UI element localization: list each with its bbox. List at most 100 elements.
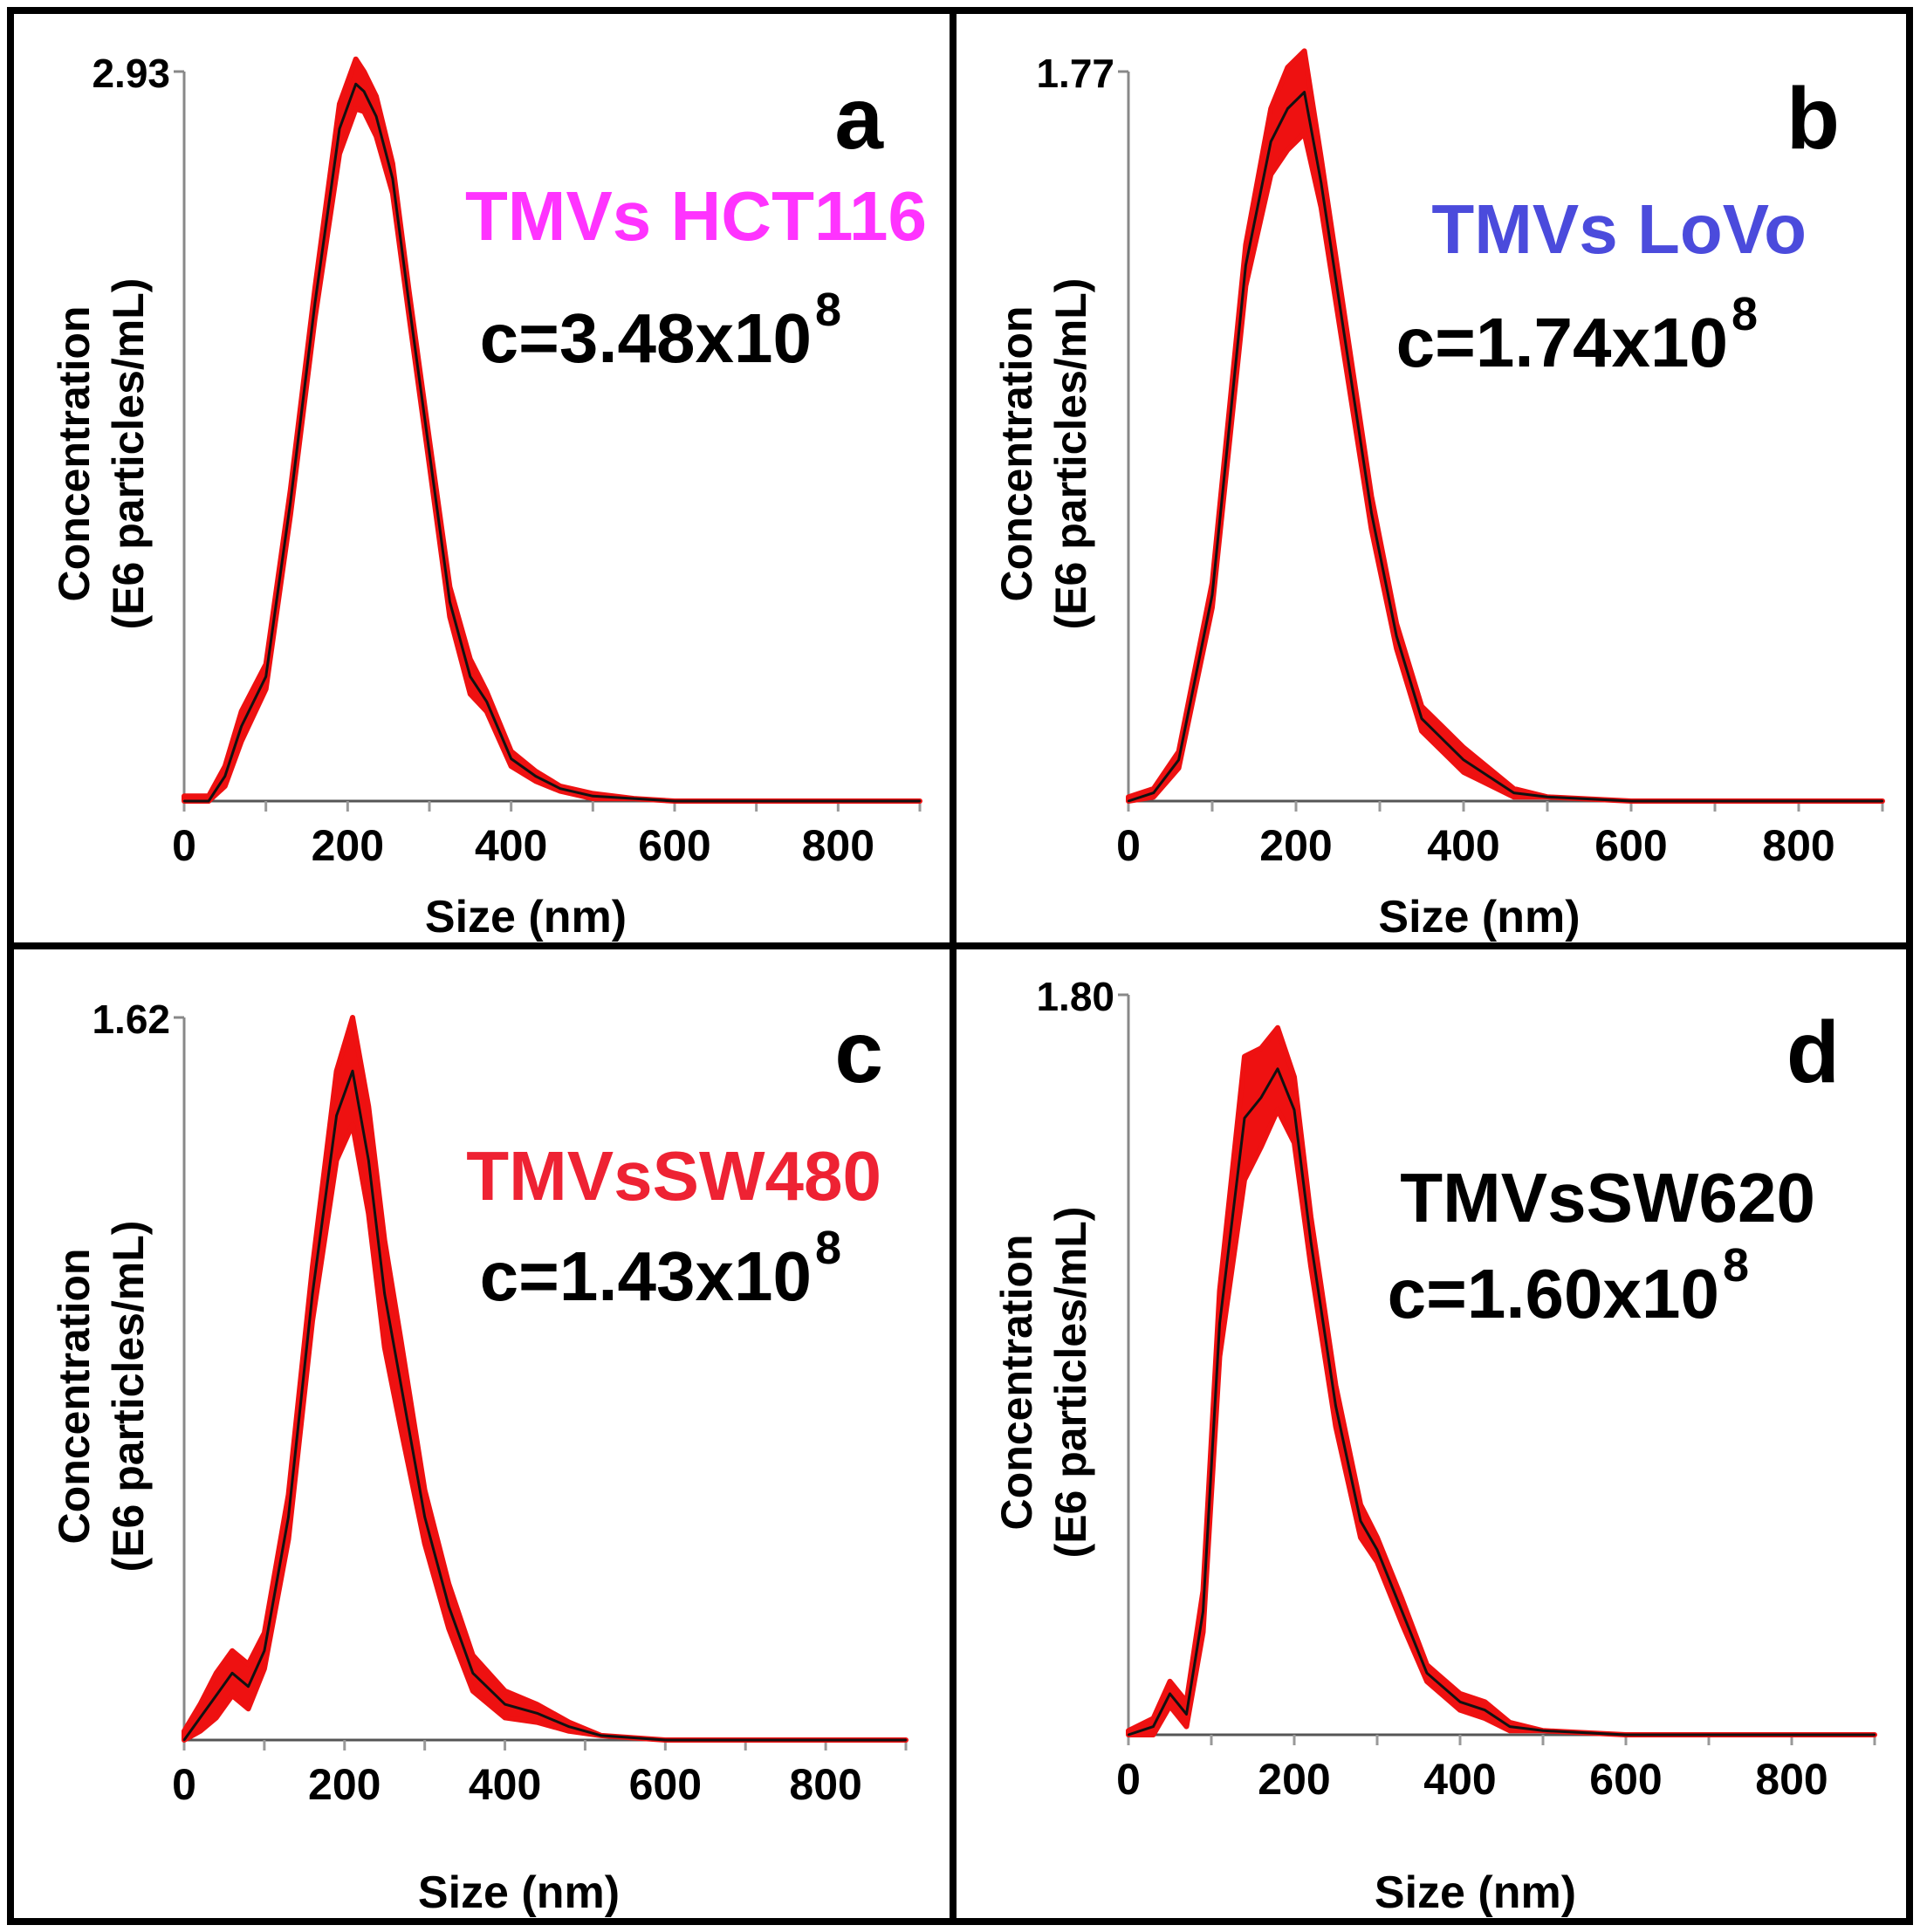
error-band [1126,1024,1877,1737]
data-point [313,302,317,305]
data-point [1345,346,1347,349]
x-tick-label: 400 [475,821,547,870]
data-point [918,799,922,803]
data-point [1127,799,1130,803]
panel-c: 0 200 400 600 800 1.62 Size (nm) Concentration(… [7,942,957,1925]
x-tick-label: 600 [1589,1755,1662,1804]
data-point [1370,511,1373,514]
data-point [600,1734,602,1737]
concentration-label: c=3.48x10 [480,299,812,377]
data-point [592,795,594,798]
x-tick-label: 600 [638,821,710,870]
data-point [1420,717,1423,720]
panel-letter: d [1786,1004,1840,1101]
data-point [1259,1096,1263,1100]
y-tick-label: 1.77 [1036,51,1114,96]
data-point [1508,1725,1512,1728]
concentration-label: c=1.43x10 [480,1237,812,1315]
data-point [215,1694,217,1697]
error-band [1126,48,1885,804]
data-point [1286,107,1289,110]
data-point [449,600,451,603]
y-tick-label: 2.93 [92,51,170,96]
data-point [428,451,431,454]
data-point [1512,791,1515,794]
data-point [1218,1322,1221,1326]
x-tick-label: 400 [1423,1755,1496,1804]
data-point [230,1672,234,1675]
data-point [207,799,210,803]
data-point [362,90,366,93]
x-tick-label: 400 [469,1760,541,1809]
mean-line [1128,91,1882,803]
data-point [1245,264,1247,267]
data-point [199,1716,202,1719]
concentration-exponent: 8 [1731,288,1758,340]
data-point [1624,1733,1628,1737]
sample-label: TMVsSW480 [466,1137,881,1215]
concentration-label: c=1.74x10 [1396,304,1728,381]
data-point [1152,1725,1155,1728]
data-point [351,1070,354,1072]
x-axis-label: Size (nm) [418,1867,620,1918]
data-point [1309,1240,1313,1243]
y-axis-label-line1: Concentration [50,1249,99,1545]
concentration-exponent: 8 [815,1222,841,1274]
data-point [510,757,512,760]
x-axis-label: Size (nm) [425,892,627,942]
data-point [633,797,635,800]
x-tick-label: 0 [1116,821,1141,870]
x-tick-label: 800 [1762,821,1834,870]
data-point [383,1292,386,1296]
data-point [448,1605,450,1607]
y-axis-label-line2: (E6 particles/mL) [104,1221,153,1572]
data-point [264,675,267,678]
data-point [1359,1519,1362,1523]
mean-line [1128,1067,1875,1737]
data-point [534,775,537,778]
data-point [1445,742,1449,745]
panel-letter: b [1786,70,1840,168]
data-point [1873,1733,1876,1737]
data-point [485,700,488,703]
data-point [1320,182,1323,184]
data-point [1202,1610,1204,1613]
data-point [263,1649,266,1653]
y-axis-label-line1: Concentration [992,1235,1041,1531]
data-point [1458,1701,1462,1703]
error-band [182,56,922,804]
mean-line [182,1069,906,1742]
sample-label: TMVs HCT116 [465,177,927,255]
data-point [469,675,471,678]
y-axis-label-line1: Concentration [992,306,1041,602]
data-point [1185,1713,1188,1716]
x-tick-label: 800 [1755,1755,1827,1804]
x-tick-label: 200 [312,821,384,870]
data-point [374,115,378,118]
data-point [1210,593,1214,596]
x-tick-label: 600 [1594,821,1667,870]
data-point [1487,775,1491,778]
data-point [1375,1548,1379,1552]
data-point [1243,1117,1246,1120]
data-point [1395,634,1398,638]
panel-frame [950,942,1913,1925]
y-axis-label-line1: Concentration [50,306,99,602]
data-point [311,1292,314,1296]
data-point [287,1516,290,1518]
data-point [1270,140,1272,143]
data-point [1177,758,1180,761]
data-point [1629,799,1633,803]
y-tick-label: 1.80 [1036,974,1114,1019]
data-point [1303,91,1306,93]
data-point [471,1672,474,1675]
data-point [1169,1692,1171,1696]
data-point [247,1685,250,1688]
panel-frame [950,7,1913,949]
data-point [664,1738,667,1742]
data-point [1546,796,1549,798]
data-point [367,1159,370,1161]
x-tick-label: 0 [172,821,196,870]
panel-d: 0 200 400 600 800 1.80 Size (nm) Concentration(… [950,942,1913,1925]
x-tick-label: 0 [1116,1755,1141,1804]
